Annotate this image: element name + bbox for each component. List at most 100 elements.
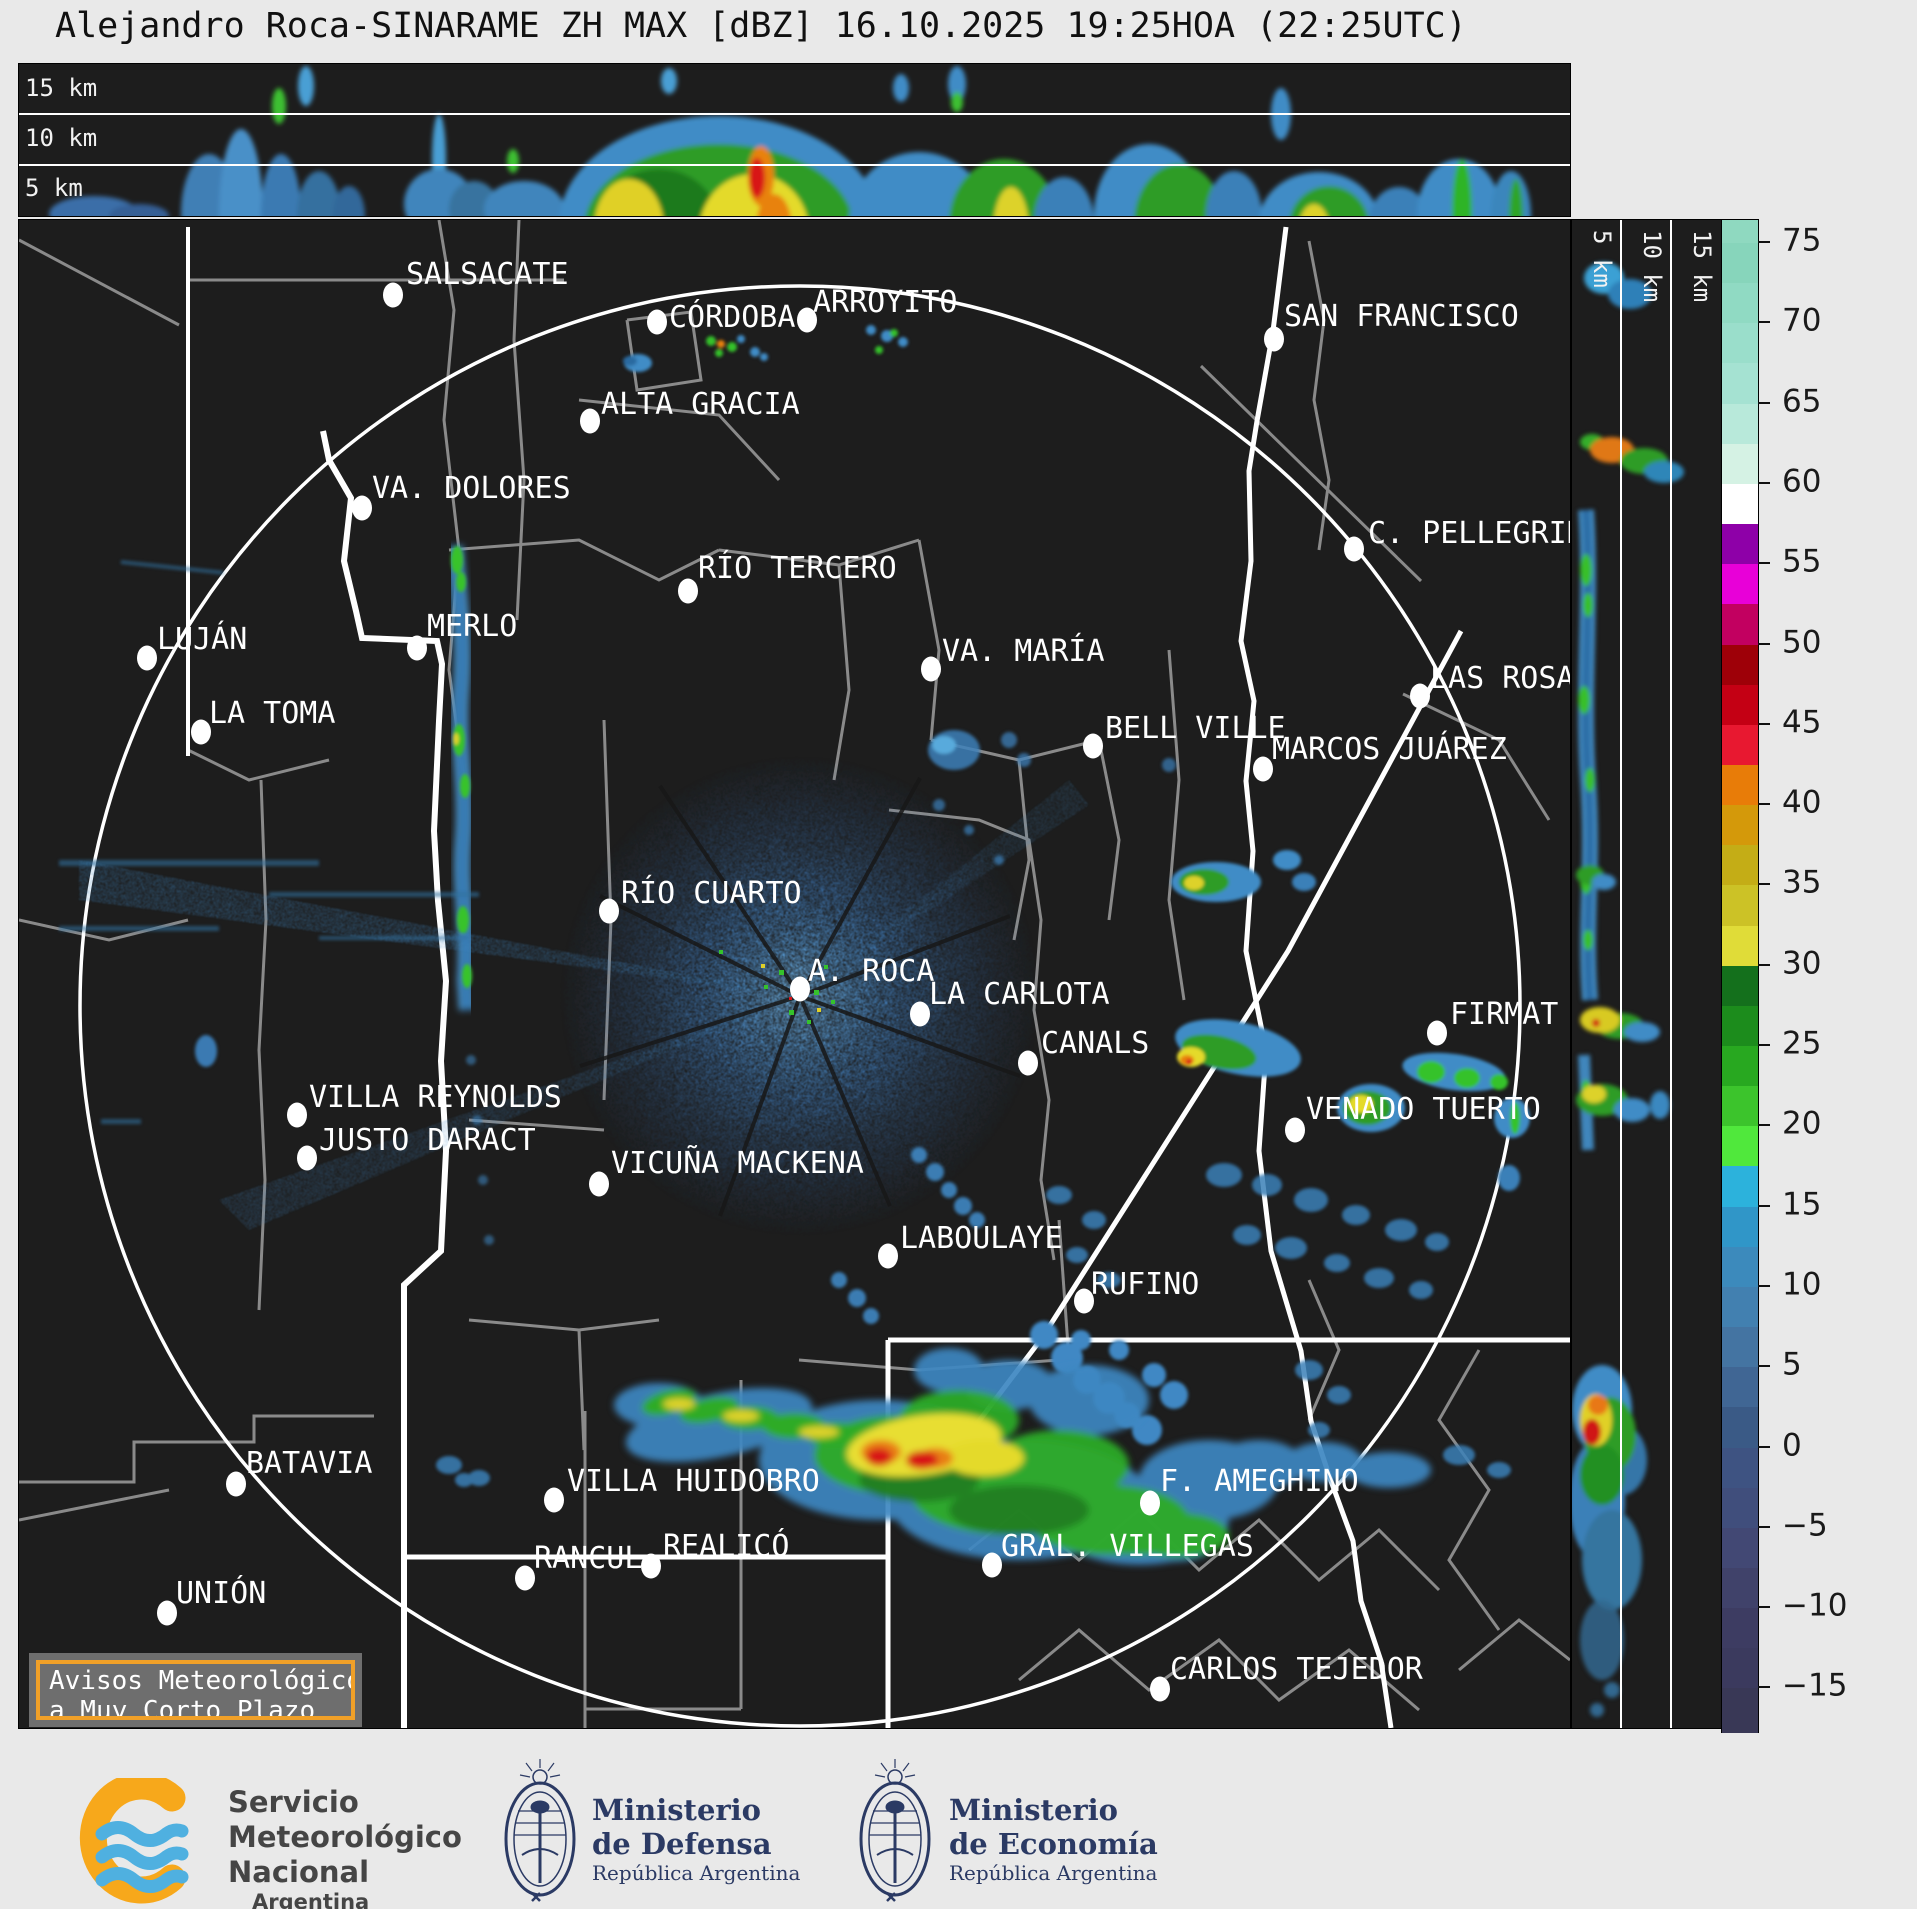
height-label-rotated: 5 km [1588, 230, 1616, 288]
city-dot [191, 719, 211, 745]
city-dot [878, 1243, 898, 1269]
economia-coat-of-arms [859, 1759, 931, 1902]
city-label: SALSACATE [406, 257, 569, 292]
colorbar-segment [1722, 764, 1758, 806]
colorbar-tick-label: −10 [1782, 1587, 1848, 1624]
colorbar-tick [1758, 1445, 1770, 1448]
colorbar-segment [1722, 1487, 1758, 1529]
colorbar-segment [1722, 845, 1758, 887]
city-dot [1253, 756, 1273, 782]
smn-line-3: Nacional [228, 1855, 370, 1889]
dbz-colorbar-ticks: 75 70 65 60 55 50 45 40 35 30 25 20 15 10 5 0 −5 −10 −15 [1758, 219, 1908, 1757]
economia-line-1: Ministerio [949, 1793, 1119, 1827]
colorbar-segment [1722, 483, 1758, 525]
colorbar-segment [1722, 220, 1758, 244]
colorbar-segment [1722, 1086, 1758, 1127]
colorbar-tick-label: 70 [1782, 302, 1822, 339]
city-label: MARCOS JUÁREZ [1272, 731, 1507, 767]
city-label: RÍO TERCERO [698, 550, 897, 586]
smn-name: Servicio Meteorológico Nacional Argentin… [228, 1785, 462, 1909]
city-dot [797, 307, 817, 333]
city-label: MERLO [427, 609, 517, 644]
colorbar-segment [1722, 564, 1758, 606]
city-label: VILLA REYNOLDS [309, 1080, 562, 1115]
smn-line-1: Servicio [228, 1785, 359, 1819]
colorbar-tick [1758, 1525, 1770, 1528]
colorbar-segment [1722, 1648, 1758, 1690]
top-panel-height-labels: 15 km 10 km 5 km [25, 74, 97, 202]
radar-echoes [59, 325, 1530, 1565]
colorbar-tick [1758, 1204, 1770, 1207]
city-label: LAS ROSAS [1430, 661, 1570, 696]
colorbar-segment [1722, 1608, 1758, 1649]
colorbar-segment [1722, 925, 1758, 967]
colorbar-tick-label: 55 [1782, 543, 1822, 580]
top-panel-echoes [49, 66, 1531, 332]
colorbar-tick [1758, 722, 1770, 725]
colorbar-segment [1722, 885, 1758, 927]
city-dot [515, 1565, 535, 1591]
height-label: 5 km [25, 174, 83, 202]
city-dot [1140, 1490, 1160, 1516]
city-dot [678, 578, 698, 604]
colorbar-tick-label: 20 [1782, 1105, 1822, 1142]
colorbar-segment [1722, 965, 1758, 1007]
colorbar-tick [1758, 803, 1770, 806]
city-dot [1264, 326, 1284, 352]
warning-box[interactable]: Avisos Meteorológicos a Muy Corto Plazo [29, 1653, 362, 1727]
colorbar-segment [1722, 403, 1758, 445]
warning-box-frame: Avisos Meteorológicos a Muy Corto Plazo [36, 1660, 355, 1720]
city-dot [1427, 1020, 1447, 1046]
city-label: VA. DOLORES [372, 471, 571, 506]
city-label: LA CARLOTA [929, 977, 1110, 1012]
city-dot [1344, 536, 1364, 562]
city-dot [982, 1552, 1002, 1578]
colorbar-tick-label: 65 [1782, 383, 1822, 420]
colorbar-tick-label: 25 [1782, 1025, 1822, 1062]
colorbar-segment [1722, 644, 1758, 686]
colorbar-tick [1758, 1124, 1770, 1127]
colorbar-segment [1722, 805, 1758, 846]
city-dot [599, 898, 619, 924]
colorbar-tick [1758, 481, 1770, 484]
city-label: A. ROCA [808, 954, 934, 989]
colorbar-segment [1722, 323, 1758, 365]
city-label: RÍO CUARTO [621, 875, 802, 911]
colorbar-segment [1722, 1166, 1758, 1208]
city-label: VA. MARÍA [942, 633, 1105, 669]
colorbar-segment [1722, 363, 1758, 405]
side-panel-echoes [1569, 262, 1684, 1717]
colorbar-segment [1722, 1407, 1758, 1449]
city-dot [647, 309, 667, 335]
colorbar-segment [1722, 524, 1758, 565]
colorbar-tick-label: 0 [1782, 1427, 1802, 1464]
colorbar-segment [1722, 243, 1758, 284]
colorbar-tick-label: −15 [1782, 1667, 1848, 1704]
colorbar-tick [1758, 642, 1770, 645]
colorbar-segment [1722, 1367, 1758, 1409]
city-dot [1018, 1050, 1038, 1076]
colorbar-tick-label: 5 [1782, 1346, 1802, 1383]
colorbar-segment [1722, 684, 1758, 726]
city-dot [157, 1600, 177, 1626]
city-dot [641, 1553, 661, 1579]
radar-map-panel: SALSACATE CÓRDOBA ARROYITO SAN FRANCISCO ALT… [18, 219, 1571, 1729]
city-dot [910, 1001, 930, 1027]
city-label: UNIÓN [176, 1574, 266, 1611]
city-label: F. AMEGHINO [1160, 1464, 1359, 1499]
colorbar-segment [1722, 1527, 1758, 1569]
city-dot [407, 635, 427, 661]
footer: Servicio Meteorológico Nacional Argentin… [0, 1733, 1917, 1909]
city-label: VILLA HUIDOBRO [567, 1464, 820, 1499]
city-label: C. PELLEGRINI [1368, 516, 1570, 551]
city-label: GRAL. VILLEGAS [1001, 1529, 1254, 1564]
warning-line-2: a Muy Corto Plazo [49, 1696, 316, 1720]
city-label: BELL VILLE [1105, 711, 1286, 746]
city-dot [544, 1487, 564, 1513]
height-label-rotated: 15 km [1688, 230, 1716, 302]
colorbar-tick [1758, 963, 1770, 966]
side-cross-section-panel: 5 km 10 km 15 km [1569, 219, 1723, 1729]
warning-line-1: Avisos Meteorológicos [49, 1666, 355, 1696]
city-label: VENADO TUERTO [1306, 1092, 1541, 1127]
clutter-spokes [579, 777, 1021, 1217]
